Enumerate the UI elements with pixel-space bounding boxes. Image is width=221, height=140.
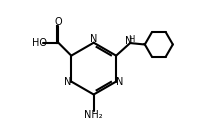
Text: N: N: [90, 33, 97, 44]
Text: H: H: [128, 35, 134, 44]
Text: NH₂: NH₂: [84, 110, 103, 121]
Text: N: N: [116, 77, 123, 87]
Text: O: O: [55, 17, 62, 27]
Text: N: N: [64, 77, 71, 87]
Text: N: N: [125, 36, 133, 46]
Text: HO: HO: [32, 38, 47, 48]
